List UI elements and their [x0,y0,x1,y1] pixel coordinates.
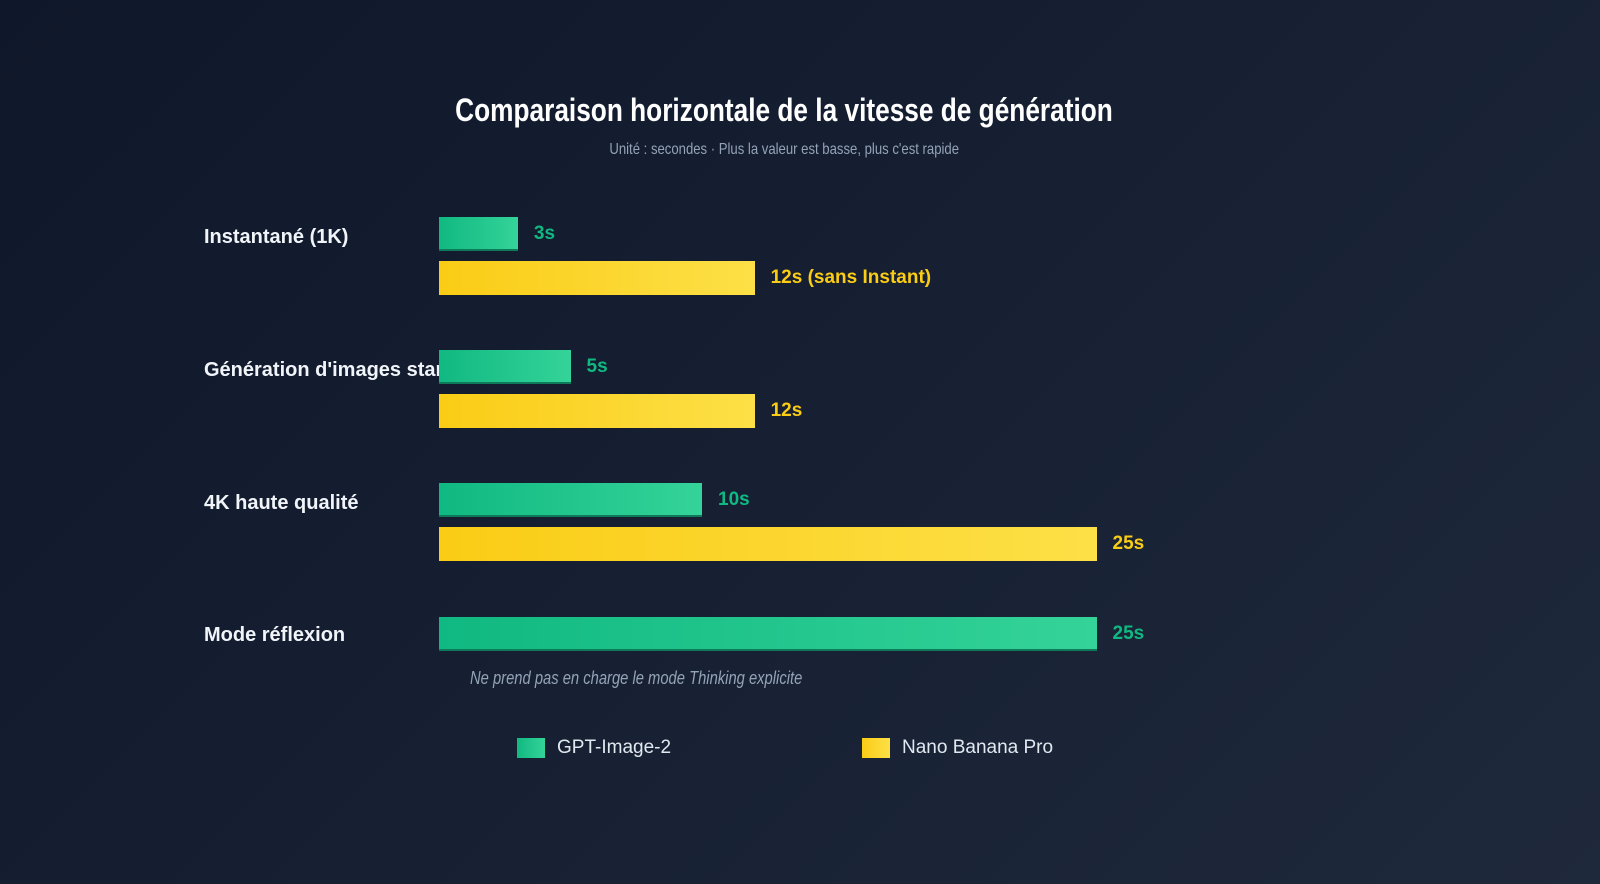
data-label: 12s (sans Instant) [770,267,932,288]
data-label: 12s [770,400,803,421]
data-label: 25s [1112,533,1145,554]
category-label: Génération d'images standard [204,359,439,381]
legend-item-gpt-image-2: GPT-Image-2 [517,737,671,759]
bar-gpt-image-2 [439,617,1097,651]
legend-swatch [862,738,890,758]
data-label: 25s [1112,623,1145,644]
data-label: 10s [718,489,750,510]
bar-gpt-image-2 [439,483,702,517]
legend-item-nano-banana-pro: Nano Banana Pro [862,737,1053,759]
bar-gpt-image-2 [439,217,518,251]
category-label: Instantané (1K) [204,226,349,248]
bar-nano-banana-pro [439,394,755,428]
annotation-note: Ne prend pas en charge le mode Thinking … [470,668,803,688]
data-label: 3s [533,223,556,244]
category-label: Mode réflexion [204,624,346,646]
bar-gpt-image-2 [439,350,571,384]
legend-swatch [517,738,545,758]
chart-subtitle: Unité : secondes · Plus la valeur est ba… [609,141,959,158]
data-label: 5s [586,356,608,377]
category-label: 4K haute qualité [204,492,359,514]
chart-title: Comparaison horizontale de la vitesse de… [455,92,1113,128]
bar-nano-banana-pro [439,527,1097,561]
bar-nano-banana-pro [439,261,755,295]
